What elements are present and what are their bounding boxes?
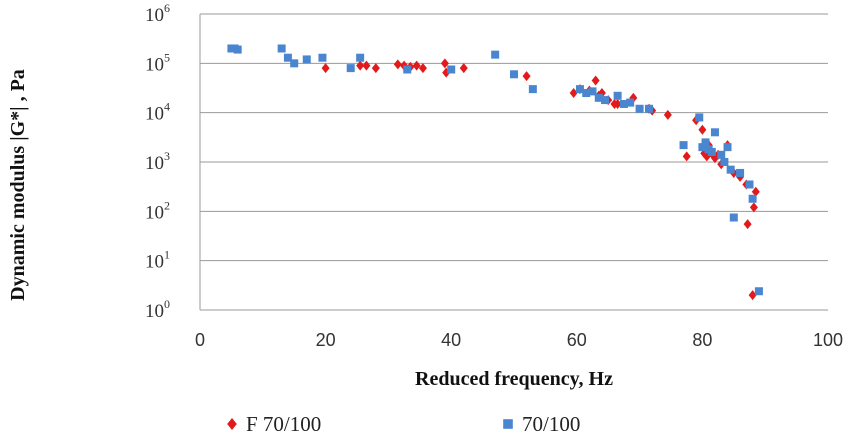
data-point [701,138,710,147]
data-point [510,70,518,79]
data-point [748,290,757,301]
data-points [227,44,763,301]
data-point [302,55,311,64]
data-point [749,202,758,213]
data-point [682,151,691,162]
data-point [720,158,729,166]
data-point [356,53,365,62]
data-point [748,194,757,203]
data-point [698,124,707,135]
data-point [412,60,421,71]
data-point [695,113,704,122]
y-tick-1e0: 100 [145,297,170,322]
data-point [403,65,412,74]
x-axis-title: Reduced frequency, Hz [415,368,613,390]
x-tick-80: 80 [692,330,712,350]
data-point [710,128,719,137]
data-point [736,168,745,177]
data-point [371,63,380,74]
y-tick-1e2: 102 [145,198,170,223]
data-point [290,59,299,68]
data-point [726,165,735,174]
data-point [698,143,707,152]
data-point [318,53,327,62]
data-point [723,143,732,152]
data-point [346,64,355,73]
x-tick-100: 100 [813,330,843,350]
plot-axes [199,14,828,311]
legend-marker-1 [227,418,237,430]
data-point [626,98,635,107]
x-tick-0: 0 [195,330,205,350]
data-point [751,186,760,197]
y-tick-labels: 100 101 102 103 104 105 106 [145,1,170,322]
data-point [613,98,622,109]
data-point [679,141,688,150]
data-point [591,75,600,86]
data-point [528,85,537,94]
data-point [663,109,672,120]
legend-label-2: 70/100 [522,412,580,436]
data-point [619,99,628,108]
legend-marker-2 [503,419,513,429]
data-point [707,147,716,156]
data-point [491,50,500,59]
x-tick-labels: 0 20 40 60 80 100 [195,330,843,350]
data-point [594,93,603,102]
data-point [582,89,591,98]
data-point [393,59,402,70]
data-point [729,213,738,222]
data-point [447,65,456,74]
series-2 [227,44,763,296]
gridlines [200,13,828,311]
y-tick-1e1: 101 [145,248,170,273]
legend-item-2[interactable]: 70/100 [503,412,580,436]
y-tick-1e6: 106 [145,1,170,26]
data-point [362,60,371,71]
y-tick-1e5: 105 [145,50,170,75]
legend[interactable]: F 70/100 70/100 [227,412,580,436]
data-point [233,45,242,54]
data-point [635,104,644,113]
data-point [277,44,286,53]
legend-label-1: F 70/100 [246,412,321,436]
legend-item-1[interactable]: F 70/100 [227,412,321,436]
data-point [745,180,754,189]
x-tick-40: 40 [441,330,461,350]
data-point [283,53,292,62]
data-point [321,63,330,74]
y-axis-title: Dynamic modulus |G*| , Pa [7,69,29,301]
data-point [440,58,449,69]
y-tick-1e3: 103 [145,149,170,174]
data-point [522,71,531,82]
data-point [588,87,597,96]
series-1 [321,58,760,301]
x-tick-60: 60 [567,330,587,350]
data-point [645,104,654,113]
data-point [418,63,427,74]
data-point [569,88,578,99]
y-tick-1e4: 104 [145,100,170,125]
data-point [575,85,584,94]
data-point [717,150,726,159]
data-point [754,287,763,296]
data-point [613,91,622,100]
data-point [356,60,365,71]
x-tick-20: 20 [316,330,336,350]
data-point [601,96,610,105]
data-point [743,219,752,230]
data-point [459,63,468,74]
